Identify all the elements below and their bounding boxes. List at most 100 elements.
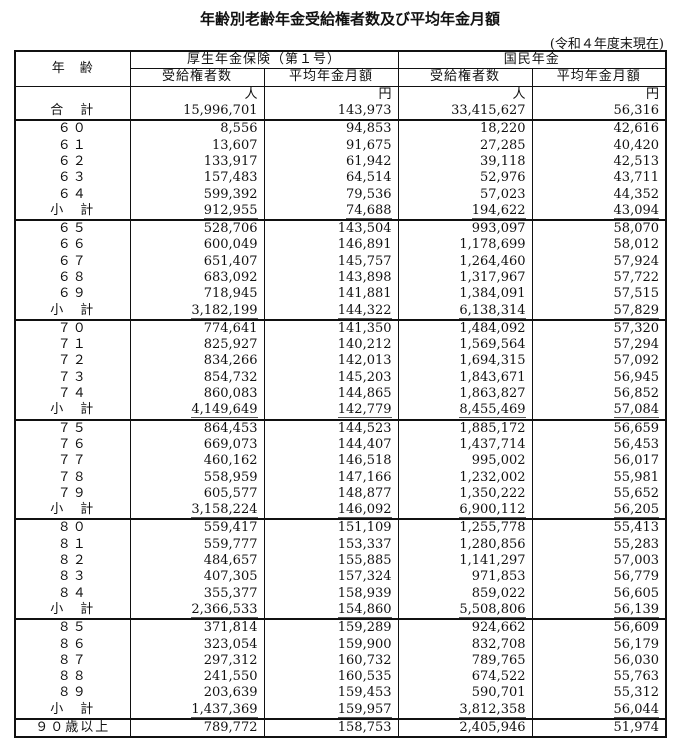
age-label: ８４ — [14, 585, 131, 602]
value: 1,384,091 — [459, 286, 526, 302]
value: 146,092 — [337, 502, 392, 519]
table-row: ７２ 834,266 142,013 1,694,315 57,092 — [14, 353, 667, 370]
age-label: ８７ — [14, 652, 131, 669]
cell-kosei-recipients: 854,732 — [129, 369, 265, 386]
table-row: ７１ 825,927 140,212 1,569,564 57,294 — [14, 337, 667, 354]
value: 718,945 — [203, 286, 258, 302]
value: 203,639 — [203, 685, 258, 701]
cell-kosei-recipients: 683,092 — [129, 269, 265, 287]
cell-kosei-avg: 145,757 — [263, 253, 399, 270]
value: 42,513 — [613, 153, 660, 169]
value: 683,092 — [203, 270, 258, 285]
table-row: ７０ 774,641 141,350 1,484,092 57,320 — [14, 319, 667, 338]
header-kosei: 厚生年金保険（第１号） — [129, 50, 399, 70]
cell-kokumin-avg: 56,030 — [531, 652, 667, 669]
cell-kosei-recipients: 3,158,224 — [129, 502, 265, 521]
subtotal-row: 小 計 4,149,649 142,779 8,455,469 57,084 — [14, 402, 667, 421]
page-title: 年齢別老齢年金受給権者数及び平均年金月額 — [199, 10, 500, 28]
table-row: ８４ 355,377 158,939 859,022 56,605 — [14, 585, 667, 602]
value: 558,959 — [203, 469, 258, 485]
cell-kokumin-recipients: 8,455,469 — [397, 402, 533, 421]
cell-kokumin-avg: 57,003 — [531, 552, 667, 570]
cell-kokumin-recipients: 194,622 — [397, 202, 533, 221]
age-label: 小 計 — [14, 302, 131, 321]
value: 599,392 — [203, 186, 258, 202]
value: 669,073 — [203, 436, 258, 452]
value: 56,779 — [613, 569, 660, 585]
cell-kosei-recipients: 241,550 — [129, 668, 265, 686]
cell-kokumin-recipients: 6,138,314 — [397, 302, 533, 321]
total-kosei-recipients: 15,996,701 — [129, 102, 265, 122]
value: 56,852 — [613, 386, 660, 402]
cell-kokumin-recipients: 1,178,699 — [397, 237, 533, 254]
value: 57,924 — [613, 253, 660, 269]
cell-kokumin-recipients: 993,097 — [397, 219, 533, 238]
table-row: ７６ 669,073 144,407 1,437,714 56,453 — [14, 436, 667, 454]
cell-kokumin-recipients: 995,002 — [397, 453, 533, 470]
value: 789,765 — [471, 652, 526, 668]
cell-kosei-avg: 74,688 — [263, 202, 399, 221]
cell-kosei-recipients: 407,305 — [129, 569, 265, 586]
cell-kosei-recipients: 834,266 — [129, 353, 265, 370]
cell-kokumin-recipients: 674,522 — [397, 668, 533, 686]
value: 56,659 — [613, 420, 660, 436]
value: 157,324 — [337, 569, 392, 585]
cell-kokumin-avg: 56,017 — [531, 453, 667, 470]
value: 8,556 — [220, 121, 258, 137]
cell-kokumin-recipients: 924,662 — [397, 619, 533, 637]
age-label: ７２ — [14, 353, 131, 370]
value: 371,814 — [203, 620, 258, 636]
value: 141,350 — [337, 320, 392, 336]
cell-kokumin-avg: 56,852 — [531, 385, 667, 403]
value: 864,453 — [203, 420, 258, 436]
value: 27,285 — [480, 137, 526, 153]
cell-kosei-avg: 159,900 — [263, 636, 399, 653]
value: 55,413 — [613, 520, 660, 536]
cell-kosei-recipients: 203,639 — [129, 685, 265, 702]
value: 94,853 — [346, 121, 392, 137]
age-label: 小 計 — [14, 601, 131, 621]
cell-kokumin-recipients: 1,141,297 — [397, 552, 533, 570]
value: 55,652 — [613, 485, 660, 501]
cell-kokumin-avg: 57,320 — [531, 319, 667, 338]
value: 6,900,112 — [459, 502, 526, 519]
age-label: ７６ — [14, 436, 131, 454]
total-label: 合 計 — [14, 102, 131, 122]
value: 58,012 — [613, 237, 660, 253]
table-row: ６７ 651,407 145,757 1,264,460 57,924 — [14, 253, 667, 270]
cell-kokumin-avg: 56,139 — [531, 601, 667, 621]
cell-kosei-avg: 160,535 — [263, 668, 399, 686]
cell-kosei-avg: 147,166 — [263, 469, 399, 486]
age-label: ７９ — [14, 485, 131, 503]
cell-kosei-avg: 140,212 — [263, 337, 399, 354]
cell-kosei-avg: 158,753 — [263, 718, 399, 738]
cell-kokumin-avg: 56,205 — [531, 502, 667, 521]
value: 55,981 — [613, 469, 660, 485]
table-row: ６６ 600,049 146,891 1,178,699 58,012 — [14, 237, 667, 254]
cell-kokumin-avg: 43,711 — [531, 170, 667, 187]
value: 832,708 — [471, 636, 526, 652]
cell-kokumin-avg: 58,070 — [531, 219, 667, 238]
value: 142,013 — [337, 353, 392, 369]
value: 160,535 — [337, 669, 392, 685]
cell-kosei-recipients: 600,049 — [129, 237, 265, 254]
cell-kokumin-recipients: 1,350,222 — [397, 485, 533, 503]
value: 146,891 — [337, 237, 392, 253]
age-label: ７０ — [14, 319, 131, 338]
cell-kokumin-recipients: 52,976 — [397, 170, 533, 187]
cell-kokumin-avg: 57,722 — [531, 269, 667, 287]
cell-kosei-avg: 143,504 — [263, 219, 399, 238]
age-label: ６７ — [14, 253, 131, 270]
value: 1,232,002 — [459, 469, 526, 485]
cell-kokumin-avg: 57,829 — [531, 302, 667, 321]
value: 1,484,092 — [459, 320, 526, 336]
age-label: ８８ — [14, 668, 131, 686]
value: 56,139 — [613, 601, 660, 618]
value: 158,753 — [337, 720, 392, 736]
value: 241,550 — [203, 669, 258, 685]
cell-kosei-avg: 148,877 — [263, 485, 399, 503]
value: 55,283 — [613, 536, 660, 552]
cell-kokumin-recipients: 971,853 — [397, 569, 533, 586]
value: 39,118 — [480, 153, 526, 169]
age-label: 小 計 — [14, 402, 131, 421]
